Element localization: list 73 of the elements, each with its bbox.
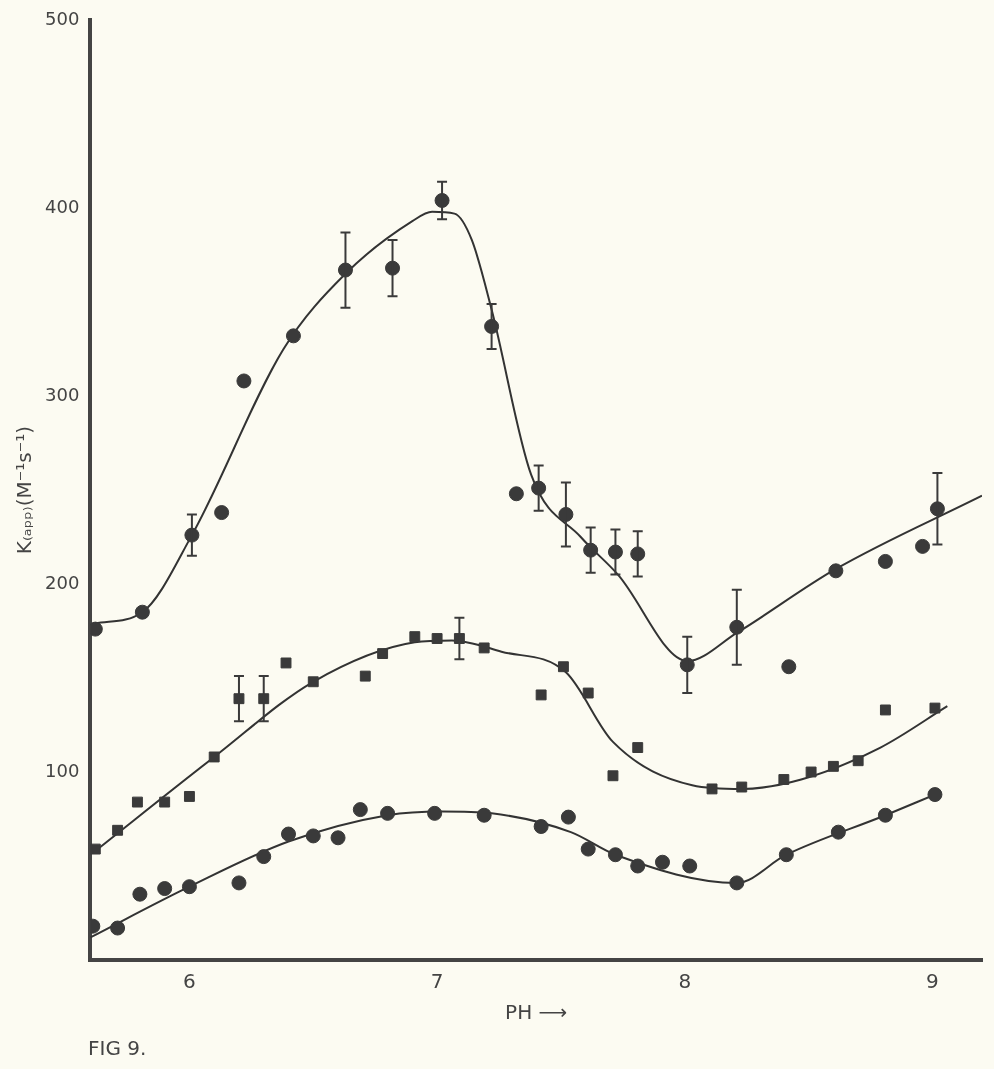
point [929,702,941,714]
point [630,858,646,874]
point [682,858,698,874]
point [181,879,197,895]
y-tick-label: 100 [45,759,80,781]
point [879,704,891,716]
point [208,751,220,763]
point [231,875,247,891]
point [805,766,817,778]
point [307,676,319,688]
point [134,604,150,620]
x-tick-label: 8 [678,969,692,994]
point [157,881,173,897]
point [183,790,195,802]
point [285,328,301,344]
point [927,787,943,803]
y-axis-title: K₍ₐₚₚ₎(M⁻¹s⁻¹) [12,425,37,555]
y-tick-label: 300 [45,383,80,405]
point [214,505,230,521]
point [236,373,252,389]
point [380,805,396,821]
caption: FIG 9. [88,1036,147,1060]
point [305,828,321,844]
point [654,854,670,870]
point [706,783,718,795]
x-tick-label: 6 [183,969,196,994]
y-tick-label: 500 [45,7,80,29]
point [281,826,296,842]
point [781,659,797,675]
point [877,807,893,823]
y-tick-label: 400 [45,195,80,217]
point [112,824,124,836]
point [159,796,171,808]
point [828,563,844,579]
point [508,486,524,502]
point [736,781,748,793]
point [476,807,492,823]
point [132,886,148,902]
x-axis-title: PH ⟶ [505,1000,568,1025]
point [580,841,596,857]
point [533,819,549,835]
point [359,670,371,682]
point [427,805,443,821]
point [729,875,745,891]
point [409,631,421,643]
point [827,760,839,772]
point [478,642,490,654]
point [377,648,389,660]
point [256,849,272,865]
point [830,824,846,840]
point [131,796,143,808]
point [431,633,443,644]
point [535,689,547,701]
point [110,920,126,936]
point [607,770,619,782]
point [632,742,644,754]
point [778,847,794,863]
point [90,843,101,855]
point [233,693,245,705]
point [778,774,790,785]
point [915,538,931,554]
x-tick-label: 7 [430,969,444,994]
point [280,657,292,669]
point [582,687,594,699]
point [877,553,893,569]
point [607,847,623,863]
point [330,830,346,846]
point [557,661,569,673]
point [560,809,576,825]
point [852,755,864,767]
point [352,802,368,818]
y-tick-label: 200 [45,571,80,593]
x-tick-label: 9 [926,969,939,994]
